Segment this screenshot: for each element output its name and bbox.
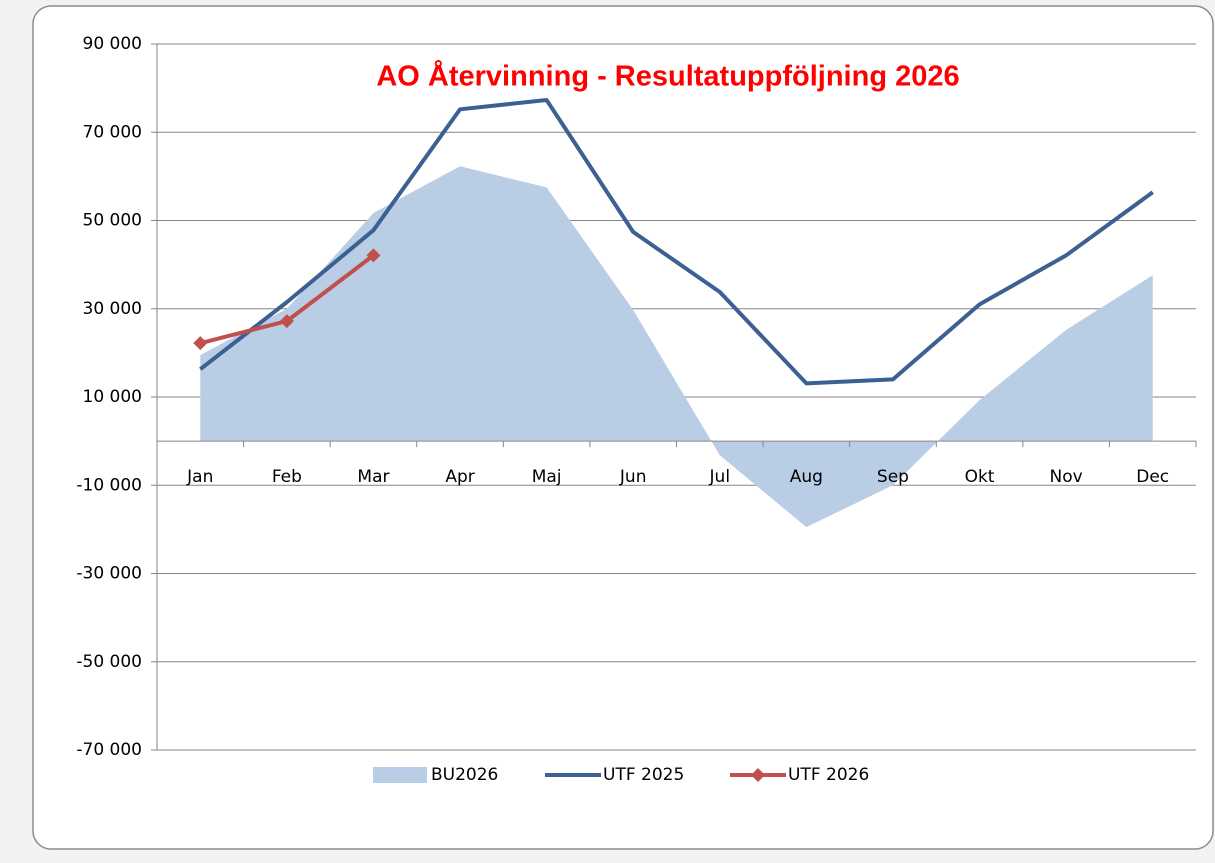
legend-marker — [751, 768, 765, 782]
x-tick-label: Maj — [532, 467, 562, 487]
x-tick-label: Dec — [1136, 467, 1169, 487]
y-tick-label: 30 000 — [83, 299, 142, 319]
y-tick-label: -30 000 — [76, 564, 142, 584]
x-tick-label: Okt — [965, 467, 995, 487]
legend-label: BU2026 — [431, 765, 498, 785]
x-tick-label: Apr — [445, 467, 474, 487]
x-tick-label: Nov — [1050, 467, 1083, 487]
x-tick-label: Mar — [357, 467, 389, 487]
x-tick-label: Sep — [877, 467, 909, 487]
y-tick-label: -10 000 — [76, 475, 142, 495]
x-tick-label: Feb — [272, 467, 302, 487]
legend-label: UTF 2026 — [788, 765, 869, 785]
chart-title: AO Återvinning - Resultatuppföljning 202… — [376, 60, 959, 93]
x-tick-label: Aug — [790, 467, 823, 487]
legend-swatch — [373, 767, 427, 783]
y-tick-label: 50 000 — [83, 211, 142, 231]
x-tick-label: Jun — [619, 467, 647, 487]
marker — [193, 336, 208, 351]
legend-label: UTF 2025 — [603, 765, 684, 785]
line — [199, 98, 1154, 386]
plot-area: -70 000 -50 000 -30 000 -10 000 10 000 30 000… — [76, 34, 1197, 760]
marker — [366, 248, 381, 263]
y-tick-label: 10 000 — [83, 387, 142, 407]
y-tick-label: 70 000 — [83, 122, 142, 142]
y-tick-label: -50 000 — [76, 652, 142, 672]
y-tick-label: -70 000 — [76, 740, 142, 760]
area — [200, 166, 1153, 528]
x-tick-label: Jul — [709, 467, 731, 487]
x-tick-label: Jan — [186, 467, 213, 487]
y-tick-label: 90 000 — [83, 34, 142, 54]
marker — [279, 314, 294, 329]
